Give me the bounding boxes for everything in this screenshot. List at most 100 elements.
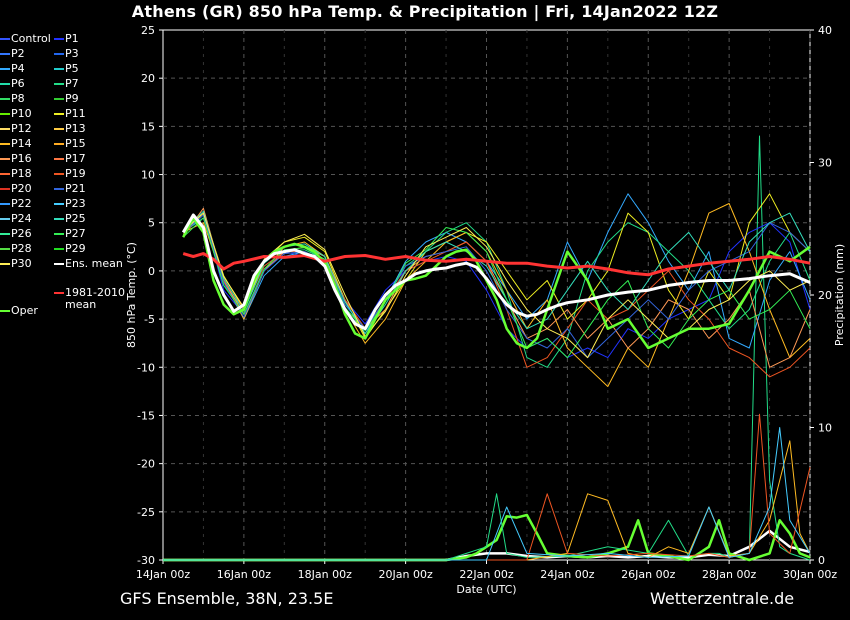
legend-label: P15 [65, 137, 86, 150]
legend-item: P29 [54, 243, 86, 255]
legend-label: P5 [65, 62, 79, 75]
legend-swatch [54, 143, 64, 145]
legend-label: P27 [65, 227, 86, 240]
legend-label: P20 [11, 182, 32, 195]
legend-item: P16 [0, 153, 32, 165]
legend-swatch [54, 203, 64, 205]
legend-swatch [54, 218, 64, 220]
legend-label: P7 [65, 77, 79, 90]
y-tick-label: -30 [137, 554, 155, 567]
legend-label: P17 [65, 152, 86, 165]
y-tick-label: -25 [137, 506, 155, 519]
x-tick-label: 16Jan 00z [217, 568, 271, 581]
legend-swatch [0, 248, 10, 250]
legend-item: P6 [0, 78, 25, 90]
legend-item: P25 [54, 213, 86, 225]
legend-item: P12 [0, 123, 32, 135]
legend-item: P9 [54, 93, 79, 105]
legend-item: P14 [0, 138, 32, 150]
legend-item: Ens. mean [54, 258, 123, 270]
legend-item: P13 [54, 123, 86, 135]
y-tick-label: -20 [137, 458, 155, 471]
legend-item: P23 [54, 198, 86, 210]
legend-swatch [54, 38, 64, 40]
legend-label: P10 [11, 107, 32, 120]
legend-label: P24 [11, 212, 32, 225]
legend-swatch [0, 143, 10, 145]
x-axis-label: Date (UTC) [456, 583, 516, 596]
legend-item: P17 [54, 153, 86, 165]
y-tick-label: 10 [141, 169, 155, 182]
legend-swatch [0, 83, 10, 85]
legend-label: P1 [65, 32, 79, 45]
legend-label: P14 [11, 137, 32, 150]
y2-axis-label: Precipitation (mm) [833, 244, 846, 346]
legend-item: P28 [0, 243, 32, 255]
series-line [181, 213, 811, 331]
x-tick-label: 24Jan 00z [540, 568, 594, 581]
series-line [182, 203, 811, 387]
legend-item: P7 [54, 78, 79, 90]
legend-swatch [54, 233, 64, 235]
legend-swatch [0, 53, 10, 55]
legend-item: P3 [54, 48, 79, 60]
legend-swatch [54, 68, 64, 70]
y2-tick-label: 0 [818, 554, 825, 567]
x-tick-label: 26Jan 00z [621, 568, 675, 581]
precip-line [163, 427, 811, 561]
legend-label: P12 [11, 122, 32, 135]
legend-item: P19 [54, 168, 86, 180]
y-tick-label: -5 [144, 313, 155, 326]
legend-item: P10 [0, 108, 32, 120]
legend-label: P22 [11, 197, 32, 210]
legend-swatch [0, 113, 10, 115]
y2-tick-label: 30 [818, 157, 832, 170]
y-tick-label: 20 [141, 72, 155, 85]
legend-label: P2 [11, 47, 25, 60]
legend-swatch [54, 291, 64, 294]
legend-label: P13 [65, 122, 86, 135]
legend-label: P23 [65, 197, 86, 210]
x-tick-label: 28Jan 00z [702, 568, 756, 581]
site-credit: Wetterzentrale.de [650, 589, 795, 608]
legend-swatch [0, 233, 10, 235]
legend-swatch [0, 158, 10, 160]
legend-swatch [54, 188, 64, 190]
series-line [182, 207, 811, 368]
series-line [182, 212, 811, 378]
x-tick-label: 14Jan 00z [136, 568, 190, 581]
page-title: Athens (GR) 850 hPa Temp. & Precipitatio… [131, 2, 719, 21]
legend-item: P24 [0, 213, 32, 225]
legend-label: P6 [11, 77, 25, 90]
legend-swatch [54, 158, 64, 160]
y2-tick-label: 10 [818, 422, 832, 435]
y-axis-label: 850 hPa Temp. (°C) [125, 242, 138, 348]
legend-label: P26 [11, 227, 32, 240]
legend: Control P1 P2 P3 P4 P5 P6 P7 P8 P9 P10 P11 P12 P13 P14… [0, 33, 125, 323]
series-line [182, 210, 811, 334]
legend-label: P25 [65, 212, 86, 225]
x-tick-label: 22Jan 00z [459, 568, 513, 581]
legend-swatch [54, 173, 64, 175]
legend-item: P30 [0, 258, 32, 270]
y2-tick-label: 20 [818, 289, 832, 302]
legend-item: P22 [0, 198, 32, 210]
legend-item: P8 [0, 93, 25, 105]
legend-item: P26 [0, 228, 32, 240]
legend-swatch [0, 263, 10, 265]
legend-label: P28 [11, 242, 32, 255]
legend-label: Oper [11, 303, 38, 317]
legend-label: P30 [11, 257, 32, 270]
legend-label: P4 [11, 62, 25, 75]
legend-swatch [0, 203, 10, 205]
legend-item: P15 [54, 138, 86, 150]
legend-swatch [54, 113, 64, 115]
series-line [182, 252, 811, 277]
y-tick-label: 0 [148, 265, 155, 278]
y-tick-label: 25 [141, 24, 155, 37]
y2-tick-label: 40 [818, 24, 832, 37]
legend-item: P18 [0, 168, 32, 180]
legend-label: P29 [65, 242, 86, 255]
legend-swatch [0, 38, 10, 40]
